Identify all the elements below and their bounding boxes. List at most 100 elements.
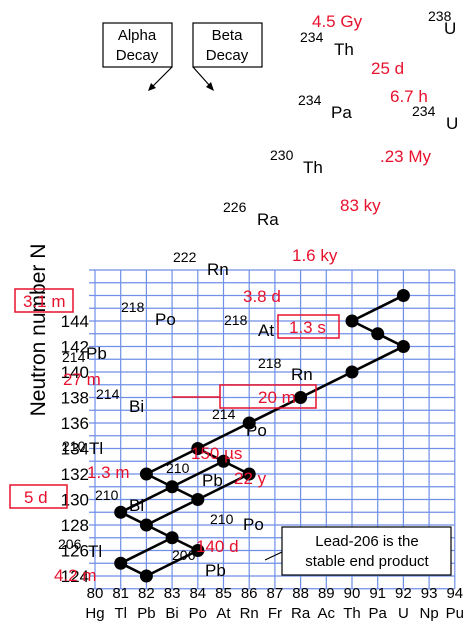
nuclide-dot [165,531,179,545]
x-axis-atomic-number-ticks: 80 81 82 83 84 85 86 87 88 89 90 91 92 93 94 [87,585,463,602]
half-life-label: 4.2 m [54,566,97,585]
nuclide-symbol-label: Bi [129,496,144,515]
nuclide-mass-label: 210 [62,438,86,454]
x-tick-label-z: 86 [241,585,258,602]
half-life-label: 3.8 d [243,287,281,306]
x-tick-label-z: 88 [292,585,309,602]
decay-path-line [120,485,173,514]
nuclide-mass-label: 206 [172,547,196,563]
y-tick-label: 128 [61,516,89,535]
svg-text:Decay: Decay [116,47,159,64]
x-tick-label-element: Fr [268,605,282,622]
x-tick-label-element: Ac [318,605,336,622]
nuclide-dot [294,391,308,404]
nuclide-dot [242,416,256,430]
decay-path-line [145,549,199,578]
y-tick-label: 140 [61,363,89,382]
nuclide-mass-label: 218 [224,312,248,328]
nuclide-symbol-label: Tl [89,439,103,458]
nuclide-mass-label: 218 [258,355,282,371]
y-tick-label: 138 [61,389,89,408]
y-tick-label: 142 [61,338,89,357]
nuclide-symbol-label: Tl [88,542,102,561]
half-life-label: 1.3 s [289,318,326,337]
nuclide-mass-label: 226 [223,199,247,215]
decay-path-line [145,498,199,527]
x-tick-label-z: 81 [112,585,129,602]
nuclide-mass-label: 238 [428,8,452,24]
half-life-label: 5 d [24,488,48,507]
nuclide-symbol-label: U [446,114,458,133]
y-tick-label: 130 [61,491,89,510]
nuclide-symbol-label: Pb [86,344,107,363]
x-tick-label-element: At [216,605,231,622]
nuclide-dot [345,314,359,328]
nuclide-symbol-label: Po [246,421,267,440]
half-life-label: 22 y [234,469,267,488]
x-tick-label-element: Ra [291,605,311,622]
nuclide-mass-label: 214 [96,386,120,402]
nuclide-labels: 238 U 234 Th 234 Pa 234 U 230 Th 226 Ra … [58,8,458,580]
decay-path-line [120,536,173,565]
x-tick-label-element: Np [420,605,439,622]
half-life-box [14,288,74,313]
nuclide-symbol-label: Th [303,158,323,177]
nuclide-mass-label: 218 [121,299,145,315]
beta-decay-callout: Beta Decay [192,22,263,91]
x-tick-label-z: 93 [421,585,438,602]
x-tick-label-z: 91 [369,585,386,602]
nuclide-dot [139,518,153,532]
half-life-label: 27 m [63,370,101,389]
nuclide-mass-label: 210 [95,487,119,503]
nuclide-dot [396,289,410,302]
half-life-label: 20 m [258,388,296,407]
nuclide-mass-label: 234 [298,92,322,108]
nuclide-dot [191,544,205,557]
nuclide-symbol-label: Pb [205,561,226,580]
svg-text:Beta: Beta [212,27,244,44]
half-life-label: 83 ky [340,196,381,215]
x-tick-label-element: Pa [369,605,388,622]
x-tick-label-element: Po [189,605,207,622]
x-tick-label-z: 89 [318,585,335,602]
nuclide-symbol-label: At [258,321,274,340]
x-axis-element-ticks: Hg Tl Pb Bi Po At Rn Fr Ra Ac Th Pa U Np Pu [85,605,464,622]
nuclide-dot [242,467,256,481]
x-tick-label-element: Th [343,605,361,622]
x-tick-label-element: Tl [114,605,127,622]
nuclide-dot [165,480,179,494]
nuclide-mass-label: 214 [212,406,236,422]
nuclide-dot [191,442,205,455]
x-tick-label-z: 82 [138,585,155,602]
x-tick-label-element: Hg [85,605,104,622]
y-tick-label: 134 [61,440,89,459]
nuclide-mass-label: 234 [300,29,324,45]
half-life-label: 150 µs [191,444,242,463]
half-life-label: 1.6 ky [292,246,338,265]
nuclide-dot [217,454,230,468]
x-tick-label-z: 85 [215,585,232,602]
nuclide-symbol-label: Rn [207,260,229,279]
decay-path-line [145,447,199,476]
half-life-label: .23 My [380,147,432,166]
nuclide-dot [114,556,128,570]
x-tick-label-z: 80 [87,585,104,602]
x-tick-label-z: 83 [164,585,181,602]
y-tick-label: 124 [61,567,89,586]
nuclide-mass-label: 230 [270,147,294,163]
svg-text:Lead-206 is the: Lead-206 is the [315,533,418,550]
nuclide-symbol-label: Pa [331,103,352,122]
nuclide-mass-label: 210 [210,511,234,527]
decay-path-line [197,421,250,450]
nuclide-dot [114,505,128,519]
x-tick-label-element: Bi [165,605,178,622]
x-tick-label-z: 90 [344,585,361,602]
nuclide-dot [371,327,385,341]
nuclide-symbol-label: Bi [129,397,144,416]
nuclide-mass-label: 214 [62,349,86,365]
y-tick-label: 132 [61,465,89,484]
half-life-box [9,484,68,509]
half-life-label: 1.3 m [87,463,130,482]
nuclide-dot [396,340,410,353]
half-life-label: 4.5 Gy [312,12,363,31]
